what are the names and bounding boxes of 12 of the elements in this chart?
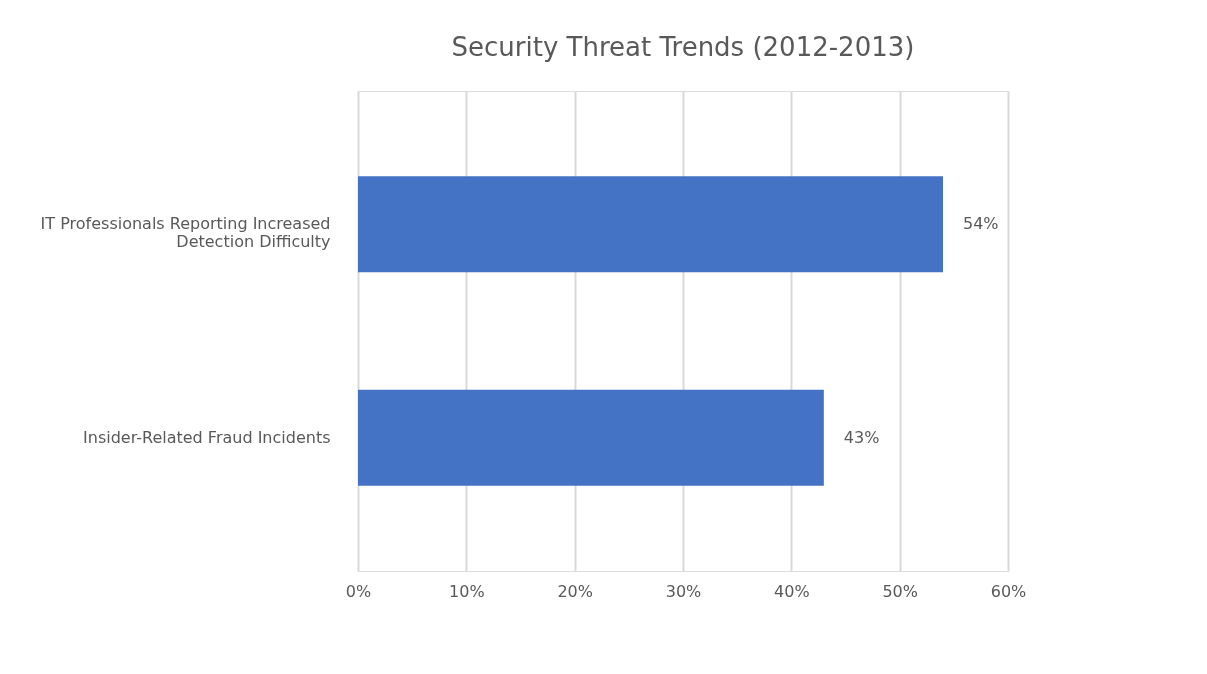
chart-title: Security Threat Trends (2012-2013) (451, 32, 915, 62)
x-tick-label: 50% (882, 581, 918, 601)
x-tick-label: 10% (449, 581, 485, 601)
x-tick-label: 20% (557, 581, 593, 601)
x-tick-label: 30% (665, 581, 702, 601)
data-label: 54% (963, 214, 999, 234)
x-tick-label: 60% (990, 581, 1027, 601)
x-tick-label: 0% (345, 581, 372, 601)
y-tick-label: IT Professionals Reporting Increased Detection Difficulty (40, 214, 331, 252)
y-tick-label: Insider-Related Fraud Incidents (83, 427, 331, 447)
x-tick-label: 40% (774, 581, 810, 601)
data-label: 43% (843, 427, 880, 447)
